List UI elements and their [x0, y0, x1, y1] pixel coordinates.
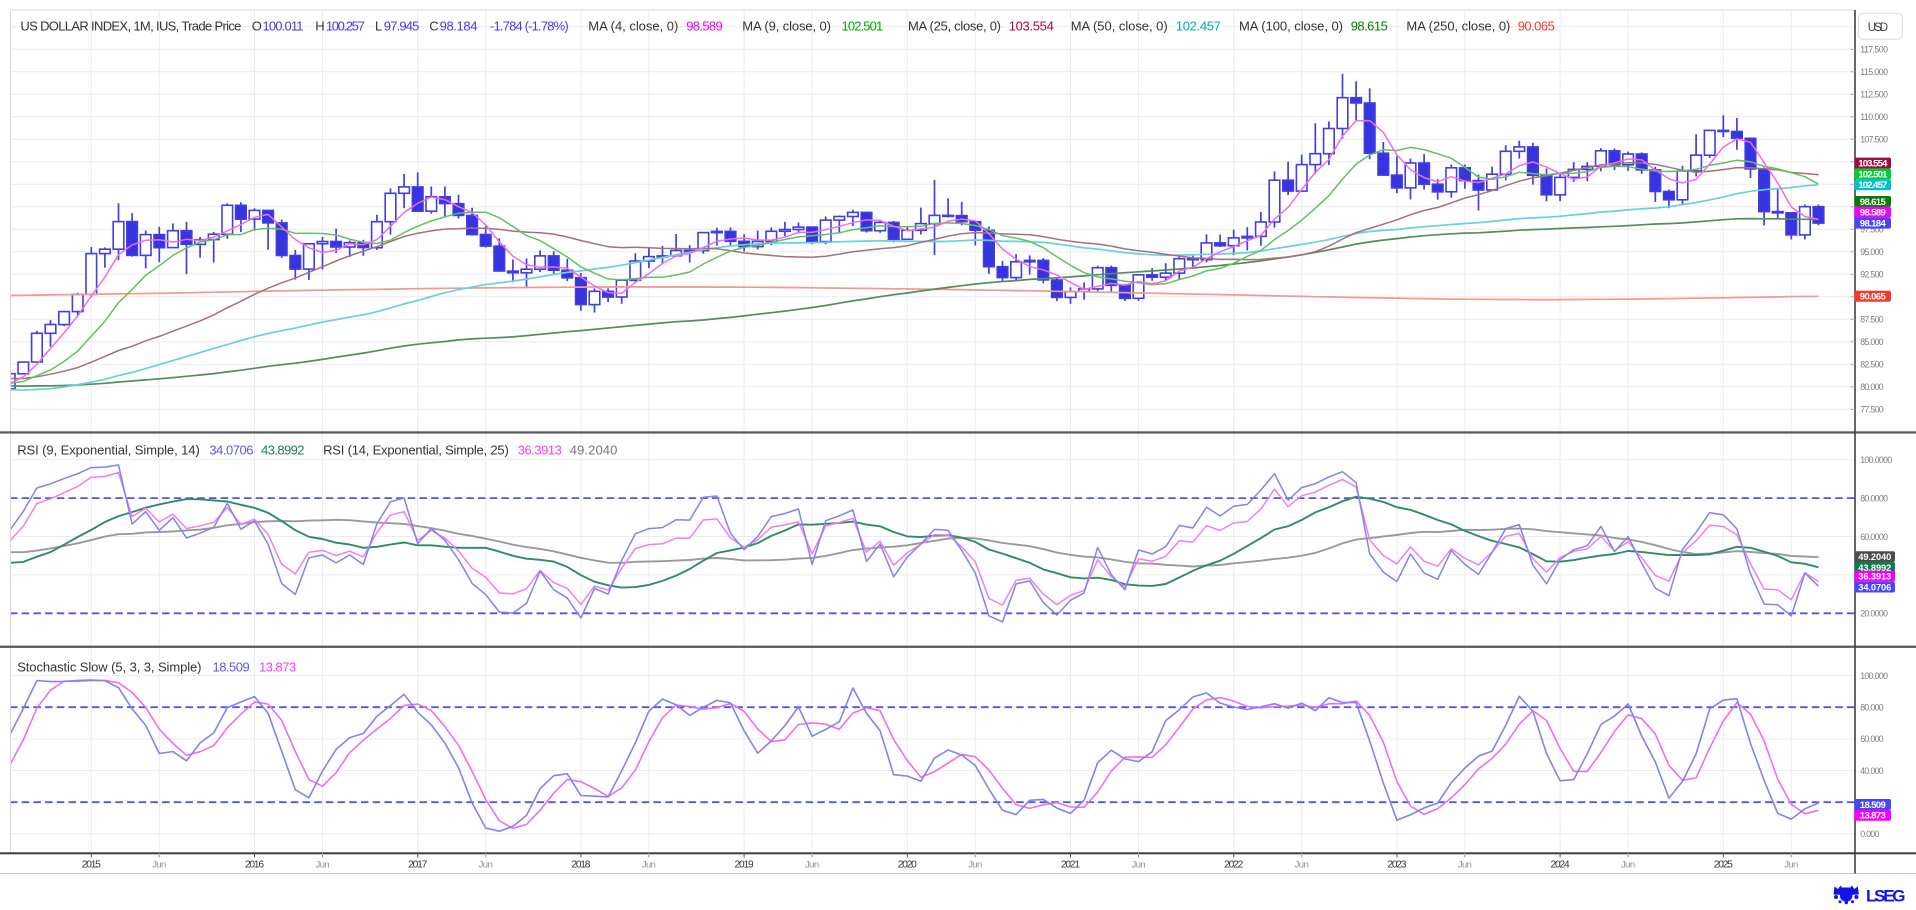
svg-text:13.873: 13.873	[1860, 811, 1886, 822]
svg-text:82.500: 82.500	[1860, 360, 1884, 370]
svg-text:MA (4, close, 0): MA (4, close, 0)	[588, 19, 678, 34]
svg-text:100.011: 100.011	[263, 19, 304, 34]
svg-text:2017: 2017	[408, 860, 427, 871]
svg-text:40.000: 40.000	[1860, 766, 1884, 776]
svg-text:2021: 2021	[1061, 860, 1080, 871]
svg-text:98.615: 98.615	[1351, 19, 1388, 34]
svg-text:97.945: 97.945	[384, 19, 420, 34]
svg-text:34.0706: 34.0706	[209, 443, 253, 458]
svg-text:13.873: 13.873	[259, 660, 296, 675]
svg-text:85.000: 85.000	[1860, 337, 1884, 347]
svg-text:Jun: Jun	[479, 860, 493, 871]
svg-text:43.8992: 43.8992	[261, 443, 304, 458]
svg-text:2025: 2025	[1714, 860, 1733, 871]
svg-text:80.000: 80.000	[1860, 382, 1884, 392]
svg-text:102.457: 102.457	[1858, 180, 1887, 191]
svg-text:98.589: 98.589	[1860, 208, 1886, 219]
svg-text:US DOLLAR INDEX, 1M, IUS, Trad: US DOLLAR INDEX, 1M, IUS, Trade Price	[20, 19, 241, 34]
svg-text:2020: 2020	[898, 860, 917, 871]
svg-text:18.509: 18.509	[1860, 800, 1886, 811]
svg-text:43.8992: 43.8992	[1858, 563, 1891, 573]
svg-text:RSI (9, Exponential, Simple, 1: RSI (9, Exponential, Simple, 14)	[17, 443, 200, 458]
svg-text:2023: 2023	[1387, 860, 1406, 871]
svg-text:100.0000: 100.0000	[1860, 455, 1892, 465]
svg-text:115.000: 115.000	[1860, 67, 1888, 77]
svg-text:36.3913: 36.3913	[1858, 572, 1891, 582]
svg-text:60.000: 60.000	[1860, 734, 1884, 744]
svg-text:92.500: 92.500	[1860, 270, 1884, 280]
svg-text:77.500: 77.500	[1860, 405, 1884, 415]
svg-text:Jun: Jun	[1458, 860, 1472, 871]
svg-text:LSEG: LSEG	[1866, 887, 1906, 906]
svg-text:RSI (14, Exponential, Simple,: RSI (14, Exponential, Simple, 25)	[323, 443, 509, 458]
svg-text:Jun: Jun	[968, 860, 982, 871]
svg-text:60.0000: 60.0000	[1860, 532, 1888, 542]
svg-text:36.3913: 36.3913	[518, 443, 562, 458]
svg-text:Stochastic Slow (5, 3, 3, Simp: Stochastic Slow (5, 3, 3, Simple)	[17, 660, 201, 675]
svg-text:98.184: 98.184	[1860, 219, 1887, 230]
svg-text:Jun: Jun	[805, 860, 819, 871]
svg-text:Jun: Jun	[1131, 860, 1145, 871]
svg-text:97.500: 97.500	[1860, 225, 1884, 235]
svg-text:98.615: 98.615	[1860, 197, 1887, 208]
svg-text:102.501: 102.501	[1858, 169, 1888, 180]
svg-text:90.065: 90.065	[1860, 292, 1887, 303]
svg-text:18.509: 18.509	[213, 660, 250, 675]
svg-text:107.500: 107.500	[1860, 135, 1888, 145]
svg-text:20.0000: 20.0000	[1860, 609, 1888, 619]
svg-text:110.000: 110.000	[1860, 112, 1888, 122]
svg-text:USD: USD	[1868, 22, 1888, 34]
svg-text:C: C	[429, 19, 438, 34]
svg-text:Jun: Jun	[1295, 860, 1309, 871]
svg-text:49.2040: 49.2040	[1858, 552, 1891, 562]
svg-text:2016: 2016	[245, 860, 264, 871]
svg-text:102.501: 102.501	[842, 19, 884, 34]
svg-text:100.257: 100.257	[326, 19, 365, 34]
svg-text:98.184: 98.184	[440, 19, 478, 34]
svg-text:H: H	[315, 19, 324, 34]
svg-text:2019: 2019	[735, 860, 754, 871]
svg-text:95.000: 95.000	[1860, 247, 1884, 257]
svg-text:2022: 2022	[1224, 860, 1243, 871]
svg-text:-1.784 (-1.78%): -1.784 (-1.78%)	[490, 19, 569, 34]
svg-text:2024: 2024	[1551, 860, 1570, 871]
svg-text:34.0706: 34.0706	[1858, 583, 1891, 593]
svg-text:MA (100, close, 0): MA (100, close, 0)	[1239, 19, 1343, 34]
svg-text:87.500: 87.500	[1860, 315, 1884, 325]
svg-text:Jun: Jun	[315, 860, 329, 871]
svg-text:103.554: 103.554	[1009, 19, 1054, 34]
svg-text:90.065: 90.065	[1518, 19, 1555, 34]
svg-text:103.554: 103.554	[1858, 159, 1888, 170]
svg-text:49.2040: 49.2040	[570, 443, 618, 458]
svg-text:80.0000: 80.0000	[1860, 493, 1888, 503]
svg-text:2015: 2015	[82, 860, 101, 871]
svg-text:102.457: 102.457	[1176, 19, 1221, 34]
svg-text:L: L	[375, 19, 382, 34]
svg-text:Jun: Jun	[1621, 860, 1635, 871]
svg-text:0.000: 0.000	[1860, 829, 1879, 839]
svg-text:80.000: 80.000	[1860, 703, 1884, 713]
svg-text:O: O	[252, 19, 262, 34]
svg-text:2018: 2018	[571, 860, 590, 871]
svg-text:MA (250, close, 0): MA (250, close, 0)	[1406, 19, 1510, 34]
svg-text:98.589: 98.589	[686, 19, 723, 34]
svg-text:100.000: 100.000	[1860, 671, 1888, 681]
svg-text:Jun: Jun	[642, 860, 656, 871]
svg-text:Jun: Jun	[152, 860, 166, 871]
svg-text:112.500: 112.500	[1860, 90, 1888, 100]
svg-text:MA (25, close, 0): MA (25, close, 0)	[908, 19, 1001, 34]
svg-text:MA (9, close, 0): MA (9, close, 0)	[742, 19, 831, 34]
svg-text:117.500: 117.500	[1860, 45, 1888, 55]
svg-text:MA (50, close, 0): MA (50, close, 0)	[1071, 19, 1168, 34]
svg-text:Jun: Jun	[1784, 860, 1798, 871]
